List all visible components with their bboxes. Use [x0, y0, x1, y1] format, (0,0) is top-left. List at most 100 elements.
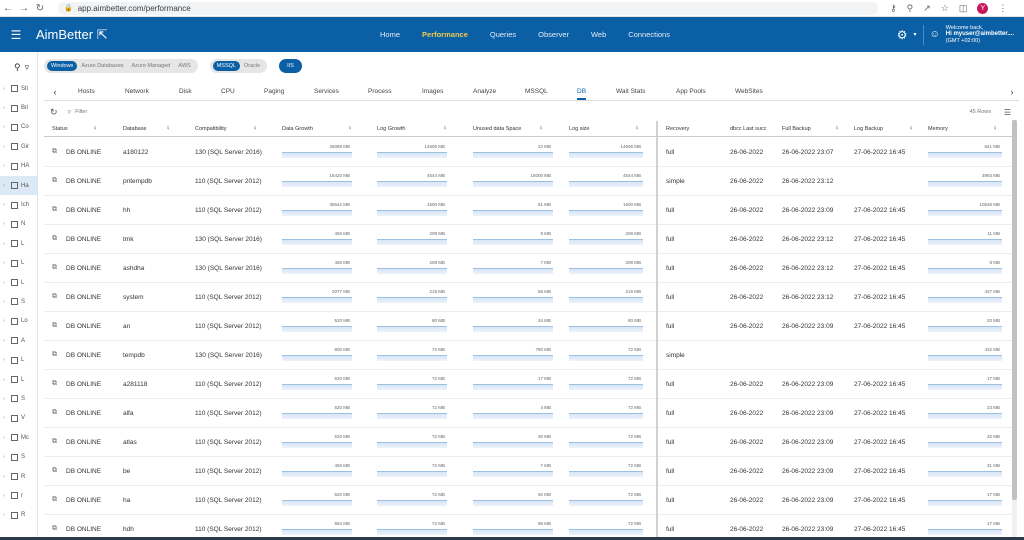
tab-mssql[interactable]: MSSQL	[525, 88, 548, 95]
sidebar-item[interactable]: › Mc	[0, 428, 37, 447]
share-icon[interactable]: ↗	[923, 2, 931, 13]
expand-arrow-icon[interactable]: ›	[3, 357, 5, 364]
copy-icon[interactable]: ⧉	[52, 525, 57, 532]
sidebar-item[interactable]: › L	[0, 254, 37, 273]
col-recovery[interactable]: Recovery	[666, 126, 690, 132]
filter-icon[interactable]: ▿	[67, 109, 72, 116]
expand-arrow-icon[interactable]: ›	[3, 318, 5, 325]
zoom-icon[interactable]: ⚲	[906, 2, 914, 13]
copy-icon[interactable]: ⧉	[52, 235, 57, 242]
filter-label[interactable]: Filter	[75, 109, 88, 115]
copy-icon[interactable]: ⧉	[52, 438, 57, 445]
expand-arrow-icon[interactable]: ›	[3, 202, 5, 209]
sidebar-item[interactable]: › Bri	[0, 98, 37, 117]
table-row[interactable]: ⧉ DB ONLINE a180122 130 (SQL Server 2016) fu…	[44, 138, 1012, 167]
col-log-size[interactable]: Log size	[569, 126, 590, 132]
user-box[interactable]: Welcome back, Hi myuser@aimbetter.... (G…	[946, 25, 1014, 45]
pin-icon[interactable]: ♮	[167, 126, 170, 132]
chevron-right-icon[interactable]: ›	[1010, 87, 1014, 97]
expand-arrow-icon[interactable]: ›	[3, 279, 5, 286]
nav-performance[interactable]: Performance	[422, 30, 468, 39]
filter-icon[interactable]: ▿	[24, 62, 30, 72]
chip-aws[interactable]: AWS	[178, 63, 191, 69]
gear-icon[interactable]: ⚙	[896, 27, 908, 42]
sidebar-item[interactable]: › Sti	[0, 79, 37, 98]
profile-avatar[interactable]: Y	[977, 2, 989, 14]
col-database[interactable]: Database	[123, 126, 147, 132]
nav-queries[interactable]: Queries	[489, 30, 517, 39]
pin-icon[interactable]: ♮	[994, 126, 997, 132]
sidebar-item[interactable]: › R	[0, 467, 37, 486]
tab-cpu[interactable]: CPU	[221, 88, 235, 95]
nav-connections[interactable]: Connections	[628, 30, 670, 39]
col-full-backup[interactable]: Full Backup	[782, 126, 811, 132]
expand-arrow-icon[interactable]: ›	[3, 221, 5, 228]
reload-icon[interactable]: ↻	[35, 2, 45, 14]
col-unused-space[interactable]: Unused data Space	[473, 126, 522, 132]
pin-icon[interactable]: ♮	[836, 126, 839, 132]
sidebar-item[interactable]: › R	[0, 506, 37, 525]
chip-windows[interactable]: Windows	[47, 61, 78, 71]
sidebar-item[interactable]: › Ha	[0, 175, 37, 196]
col-memory[interactable]: Memory	[928, 126, 948, 132]
address-bar[interactable]: 🔒 app.aimbetter.com/performance	[58, 1, 878, 15]
table-row[interactable]: ⧉ DB ONLINE ashdha 130 (SQL Server 2016) ful…	[44, 254, 1012, 283]
sidebar-item[interactable]: › Lo	[0, 312, 37, 331]
table-row[interactable]: ⧉ DB ONLINE tempdb 130 (SQL Server 2016) sim…	[44, 341, 1012, 370]
tab-analyze[interactable]: Analyze	[473, 88, 497, 95]
copy-icon[interactable]: ⧉	[52, 322, 57, 329]
expand-arrow-icon[interactable]: ›	[3, 85, 5, 92]
expand-arrow-icon[interactable]: ›	[3, 376, 5, 383]
expand-arrow-icon[interactable]: ›	[3, 492, 5, 499]
chevron-down-icon[interactable]: ▾	[913, 32, 917, 38]
sidebar-item[interactable]: › L	[0, 234, 37, 253]
copy-icon[interactable]: ⧉	[52, 409, 57, 416]
pin-icon[interactable]: ♮	[540, 126, 543, 132]
column-settings-icon[interactable]: ☰	[1003, 107, 1011, 117]
table-row[interactable]: ⧉ DB ONLINE alfa 110 (SQL Server 2012) full 2…	[44, 399, 1012, 428]
tab-images[interactable]: Images	[422, 88, 444, 95]
copy-icon[interactable]: ⧉	[52, 467, 57, 474]
pin-icon[interactable]: ♮	[444, 126, 447, 132]
tab-wait-stats[interactable]: Wait Stats	[616, 88, 646, 95]
table-row[interactable]: ⧉ DB ONLINE a281118 110 (SQL Server 2012) fu…	[44, 370, 1012, 399]
expand-arrow-icon[interactable]: ›	[3, 395, 5, 402]
copy-icon[interactable]: ⧉	[52, 496, 57, 503]
expand-arrow-icon[interactable]: ›	[3, 415, 5, 422]
nav-web[interactable]: Web	[590, 30, 607, 39]
expand-arrow-icon[interactable]: ›	[3, 163, 5, 170]
grid-split-divider[interactable]	[656, 121, 658, 540]
table-row[interactable]: ⧉ DB ONLINE an 110 (SQL Server 2012) full 26-…	[44, 312, 1012, 341]
app-logo[interactable]: AimBetter ⇱	[36, 27, 336, 43]
chip-oracle[interactable]: Oracle	[243, 63, 261, 69]
pin-icon[interactable]: ♮	[349, 126, 352, 132]
copy-icon[interactable]: ⧉	[52, 293, 57, 300]
col-data-growth[interactable]: Data Growth	[282, 126, 313, 132]
expand-arrow-icon[interactable]: ›	[3, 473, 5, 480]
sidebar-item[interactable]: › L	[0, 273, 37, 292]
copy-icon[interactable]: ⧉	[52, 380, 57, 387]
expand-arrow-icon[interactable]: ›	[3, 124, 5, 131]
search-icon[interactable]: ⚲	[14, 62, 21, 72]
tab-network[interactable]: Network	[125, 88, 149, 95]
sidebar-item[interactable]: › A	[0, 331, 37, 350]
pin-icon[interactable]: ♮	[254, 126, 257, 132]
refresh-icon[interactable]: ↻	[50, 106, 58, 117]
pin-icon[interactable]: ♮	[636, 126, 639, 132]
sidebar-item[interactable]: › L	[0, 370, 37, 389]
sidebar-item[interactable]: › Gir	[0, 137, 37, 156]
sidebar-item[interactable]: › S	[0, 447, 37, 466]
sidebar-item[interactable]: › N	[0, 215, 37, 234]
scrollbar-thumb[interactable]	[1012, 120, 1017, 500]
expand-arrow-icon[interactable]: ›	[3, 182, 5, 189]
sidebar-item[interactable]: › L	[0, 350, 37, 369]
tab-paging[interactable]: Paging	[264, 88, 285, 95]
chip-iis[interactable]: IIS	[279, 59, 302, 73]
sidebar-item[interactable]: › S	[0, 292, 37, 311]
hamburger-icon[interactable]: ☰	[10, 27, 22, 42]
menu-dots-icon[interactable]: ⋮	[998, 2, 1008, 13]
expand-arrow-icon[interactable]: ›	[3, 454, 5, 461]
sidebar-item[interactable]: › r	[0, 486, 37, 505]
table-row[interactable]: ⧉ DB ONLINE system 110 (SQL Server 2012) ful…	[44, 283, 1012, 312]
expand-arrow-icon[interactable]: ›	[3, 143, 5, 150]
